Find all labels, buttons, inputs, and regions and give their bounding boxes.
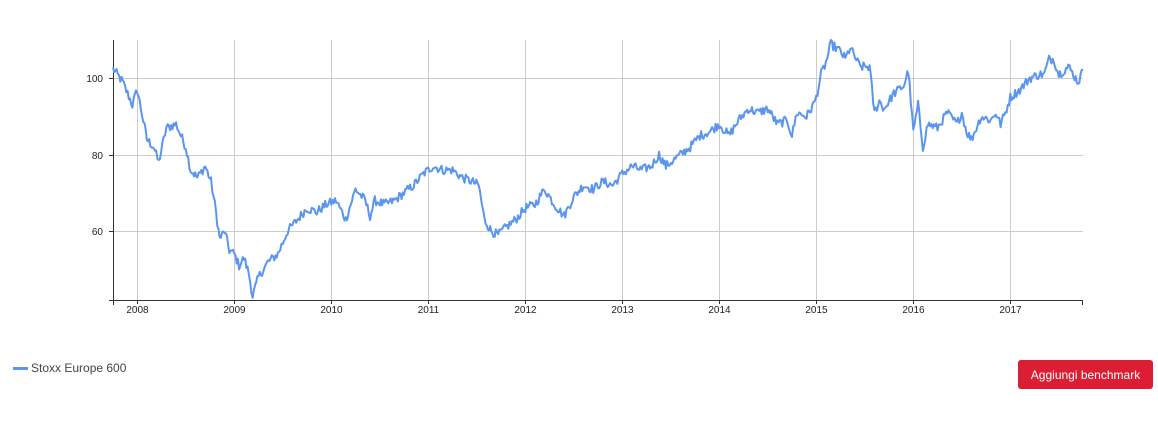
x-tick-label: 2016	[902, 305, 925, 316]
x-tick-label: 2012	[514, 305, 537, 316]
legend-swatch	[13, 366, 28, 370]
series-line-stoxx-europe-600	[112, 39, 1084, 299]
x-tick-label: 2017	[999, 305, 1022, 316]
legend-label: Stoxx Europe 600	[31, 361, 127, 375]
add-benchmark-button[interactable]: Aggiungi benchmark	[1018, 360, 1153, 389]
y-tick-label: 80	[92, 151, 104, 162]
x-tick-label: 2015	[805, 305, 828, 316]
x-tick-label: 2009	[223, 305, 246, 316]
x-tick-label: 2011	[418, 305, 440, 316]
y-tick-label: 60	[92, 227, 104, 238]
x-tick-label: 2013	[611, 305, 634, 316]
legend: Stoxx Europe 600	[13, 361, 126, 375]
y-tick-label: 100	[86, 74, 103, 85]
x-tick-label: 2008	[126, 305, 149, 316]
x-tick-label: 2010	[320, 305, 343, 316]
x-tick-label: 2014	[708, 305, 731, 316]
